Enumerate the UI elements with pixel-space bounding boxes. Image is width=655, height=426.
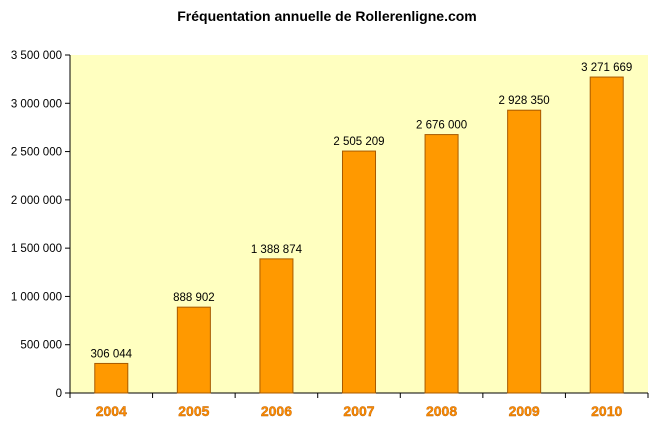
bar-2009 xyxy=(507,109,542,394)
chart-title: Fréquentation annuelle de Rollerenligne.… xyxy=(177,8,477,24)
data-label-2008: 2 676 000 xyxy=(416,120,467,132)
bar-2008 xyxy=(424,134,459,394)
data-label-2007: 2 505 209 xyxy=(333,136,384,148)
data-label-2004: 306 044 xyxy=(90,348,132,360)
data-label-2009: 2 928 350 xyxy=(499,95,550,107)
data-label-2005: 888 902 xyxy=(173,292,215,304)
data-label-2006: 1 388 874 xyxy=(251,244,303,256)
bar-2007 xyxy=(341,150,377,394)
y-tick-label: 500 000 xyxy=(20,340,62,352)
bar-2004 xyxy=(94,362,129,394)
y-tick-label: 1 500 000 xyxy=(11,243,62,255)
y-tick-label: 2 000 000 xyxy=(11,195,62,207)
y-axis: 0 500 000 1 000 000 1 500 000 2 000 000 2 500… xyxy=(11,50,71,400)
x-tick-label: 2006 xyxy=(261,403,292,419)
bar-2005 xyxy=(176,306,211,394)
x-tick-label: 2008 xyxy=(426,403,457,419)
x-tick-label: 2007 xyxy=(343,403,374,419)
x-tick-label: 2010 xyxy=(591,403,622,419)
x-tick-label: 2004 xyxy=(96,403,127,419)
y-tick-label: 1 000 000 xyxy=(11,291,62,303)
x-tick-label: 2009 xyxy=(509,403,540,419)
y-tick-label: 0 xyxy=(56,388,62,400)
data-label-2010: 3 271 669 xyxy=(581,62,632,74)
y-tick-label: 3 500 000 xyxy=(11,50,62,62)
y-tick-label: 2 500 000 xyxy=(11,147,62,159)
y-tick-label: 3 000 000 xyxy=(11,98,62,110)
x-tick-label: 2005 xyxy=(178,403,209,419)
bar-2006 xyxy=(259,258,294,394)
bar-2010 xyxy=(589,76,624,394)
bars xyxy=(94,76,624,394)
data-labels: 306 044 888 902 1 388 874 2 505 209 2 676 00… xyxy=(90,62,632,360)
x-axis: 2004 2005 2006 2007 2008 2009 2010 xyxy=(69,392,649,419)
